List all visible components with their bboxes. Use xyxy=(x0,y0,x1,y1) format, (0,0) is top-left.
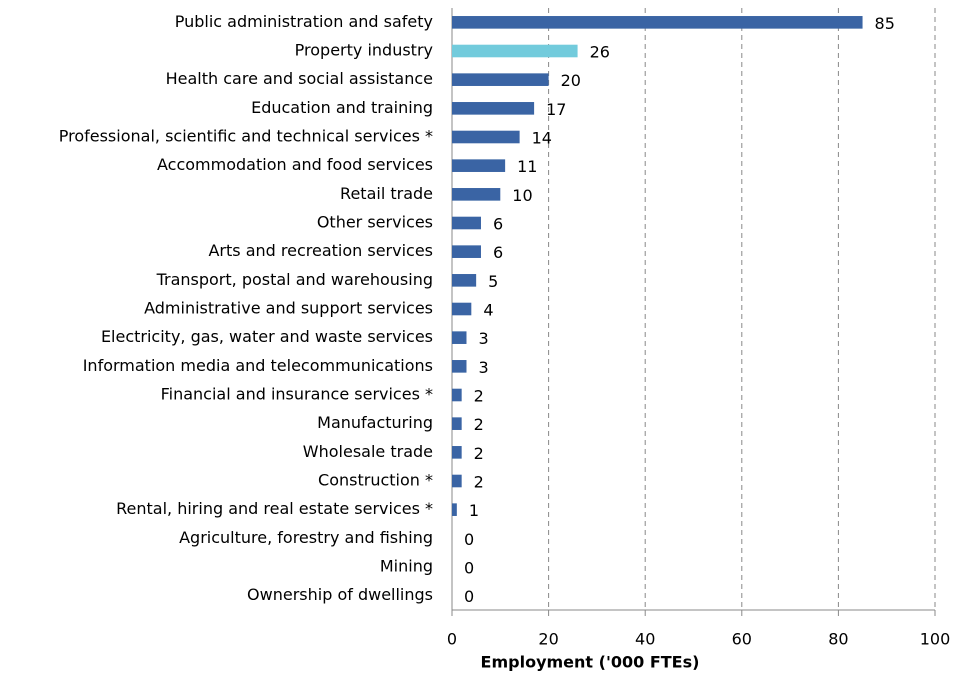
bar xyxy=(452,188,501,201)
y-tick-label: Construction * xyxy=(318,471,433,490)
y-tick-label: Other services xyxy=(317,213,433,232)
value-label: 6 xyxy=(493,215,503,234)
y-tick-label: Rental, hiring and real estate services … xyxy=(116,499,433,518)
y-tick-label: Health care and social assistance xyxy=(166,69,433,88)
bar xyxy=(452,159,506,172)
x-tick-label: 60 xyxy=(732,630,752,649)
bar xyxy=(452,474,462,488)
bar xyxy=(452,446,462,459)
bar xyxy=(452,417,462,430)
value-label: 17 xyxy=(546,100,566,119)
value-label: 6 xyxy=(493,243,503,262)
y-tick-label: Professional, scientific and technical s… xyxy=(59,127,433,146)
x-tick-label: 0 xyxy=(447,630,457,649)
y-tick-label: Agriculture, forestry and fishing xyxy=(179,528,433,547)
x-tick-label: 80 xyxy=(828,630,848,649)
bar xyxy=(452,16,863,29)
value-label: 0 xyxy=(464,587,474,606)
bar xyxy=(452,360,467,373)
bar xyxy=(452,331,467,344)
value-label: 85 xyxy=(875,14,895,33)
value-label: 1 xyxy=(469,501,479,520)
y-tick-label: Property industry xyxy=(295,41,433,60)
y-tick-label: Transport, postal and warehousing xyxy=(156,270,433,289)
y-tick-label: Retail trade xyxy=(340,184,433,203)
y-tick-label: Manufacturing xyxy=(317,413,433,432)
y-tick-label: Education and training xyxy=(251,98,433,117)
y-tick-label: Accommodation and food services xyxy=(157,155,433,174)
x-tick-label: 20 xyxy=(538,630,558,649)
value-label: 2 xyxy=(474,444,484,463)
value-label: 11 xyxy=(517,157,537,176)
value-label: 5 xyxy=(488,272,498,291)
y-tick-label: Public administration and safety xyxy=(175,12,433,31)
bar xyxy=(452,503,457,516)
value-label: 26 xyxy=(590,43,610,62)
x-axis-title: Employment ('000 FTEs) xyxy=(481,653,700,672)
bar xyxy=(452,302,472,316)
y-tick-label: Mining xyxy=(380,557,433,576)
bar xyxy=(452,245,481,258)
x-tick-label: 100 xyxy=(920,630,951,649)
value-label: 4 xyxy=(483,301,493,320)
value-label: 2 xyxy=(474,473,484,492)
y-tick-label: Financial and insurance services * xyxy=(161,385,433,404)
value-label: 10 xyxy=(512,186,532,205)
y-tick-label: Arts and recreation services xyxy=(208,241,433,260)
value-label: 0 xyxy=(464,559,474,578)
bar xyxy=(452,102,535,115)
bar xyxy=(452,216,481,230)
x-tick-label: 40 xyxy=(635,630,655,649)
bar xyxy=(452,274,477,287)
value-label: 20 xyxy=(561,71,581,90)
value-label: 2 xyxy=(474,415,484,434)
y-tick-label: Information media and telecommunications xyxy=(83,356,433,375)
value-label: 3 xyxy=(478,329,488,348)
value-label: 0 xyxy=(464,530,474,549)
value-label: 3 xyxy=(478,358,488,377)
y-tick-label: Ownership of dwellings xyxy=(247,585,433,604)
y-tick-label: Wholesale trade xyxy=(303,442,433,461)
bar xyxy=(452,44,578,58)
bar xyxy=(452,388,462,402)
bar xyxy=(452,73,549,86)
y-tick-label: Administrative and support services xyxy=(144,299,433,318)
value-label: 14 xyxy=(532,129,552,148)
value-label: 2 xyxy=(474,387,484,406)
bar xyxy=(452,130,520,144)
y-tick-label: Electricity, gas, water and waste servic… xyxy=(101,327,433,346)
